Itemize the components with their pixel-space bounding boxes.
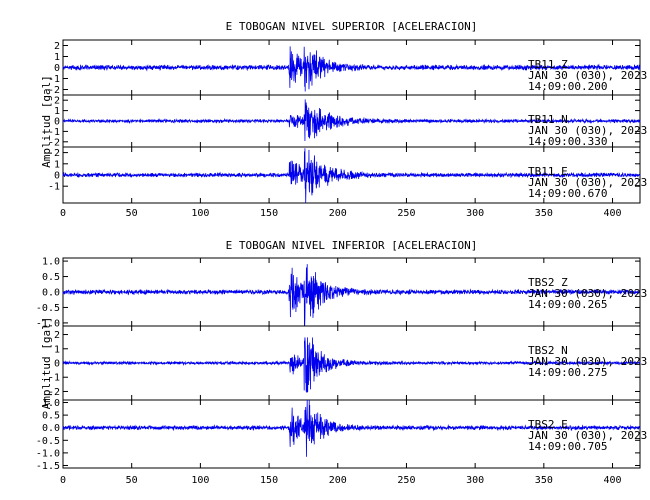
- y-tick-label: 1: [54, 106, 60, 117]
- waveform-line: [62, 46, 641, 92]
- x-tick-label: 50: [126, 208, 138, 219]
- x-tick-label: 200: [329, 208, 347, 219]
- y-tick-label: -0.5: [36, 303, 60, 314]
- y-tick-label: 0.0: [42, 423, 60, 434]
- waveform-line: [62, 148, 641, 204]
- trace-label: JAN 30 (030), 2023: [528, 69, 647, 82]
- trace-frame: [62, 399, 641, 469]
- panel-title: E TOBOGAN NIVEL SUPERIOR [ACELERACION]: [226, 20, 478, 33]
- y-axis-label: Amplitud [gal]: [40, 317, 53, 410]
- waveform-line: [62, 399, 641, 457]
- y-tick-label: 1.0: [42, 257, 60, 268]
- y-tick-label: 0: [54, 171, 60, 182]
- y-tick-label: 1: [54, 52, 60, 63]
- trace-label: 14:09:00.265: [528, 298, 607, 311]
- y-tick-label: -2: [48, 85, 60, 96]
- trace-label: 14:09:00.330: [528, 135, 607, 148]
- x-tick-label: 300: [466, 475, 484, 486]
- x-tick-label: 350: [535, 208, 553, 219]
- y-tick-label: 1: [54, 159, 60, 170]
- y-tick-label: 0: [54, 359, 60, 370]
- trace-label: JAN 30 (030), 2023: [528, 124, 647, 137]
- x-tick-label: 200: [329, 475, 347, 486]
- x-tick-label: 0: [60, 475, 66, 486]
- y-tick-label: 2: [54, 41, 60, 52]
- x-tick-label: 250: [397, 208, 415, 219]
- trace-label: 14:09:00.670: [528, 187, 607, 200]
- y-tick-label: -1.0: [36, 318, 60, 329]
- trace-label: TB11 N: [528, 113, 568, 126]
- trace-label: TBS2 N: [528, 344, 568, 357]
- panel-1: E TOBOGAN NIVEL SUPERIOR [ACELERACION] Am…: [40, 20, 647, 219]
- y-tick-label: -1: [48, 127, 60, 138]
- y-tick-label: -1: [48, 182, 60, 193]
- trace-label: TB11 E: [528, 165, 568, 178]
- trace-label: JAN 30 (030), 2023: [528, 287, 647, 300]
- trace-label: JAN 30 (030), 2023: [528, 429, 647, 442]
- y-tick-label: 0.5: [42, 272, 60, 283]
- panel-2: E TOBOGAN NIVEL INFERIOR [ACELERACION] Am…: [36, 239, 647, 486]
- panel-title: E TOBOGAN NIVEL INFERIOR [ACELERACION]: [226, 239, 478, 252]
- waveform-line: [62, 99, 641, 142]
- trace-label: 14:09:00.200: [528, 80, 607, 93]
- x-tick-label: 400: [603, 475, 621, 486]
- waveform-line: [62, 264, 641, 327]
- trace-label: 14:09:00.705: [528, 440, 607, 453]
- y-tick-label: 0.0: [42, 288, 60, 299]
- x-tick-label: 150: [260, 208, 278, 219]
- y-tick-label: 0: [54, 117, 60, 128]
- x-tick-label: 100: [191, 475, 209, 486]
- trace-label: TB11 Z: [528, 58, 568, 71]
- trace-label: JAN 30 (030), 2023: [528, 176, 647, 189]
- x-tick-label: 100: [191, 208, 209, 219]
- x-tick-label: 300: [466, 208, 484, 219]
- x-tick-label: 150: [260, 475, 278, 486]
- y-tick-label: -1: [48, 373, 60, 384]
- y-tick-label: 2: [54, 96, 60, 107]
- y-tick-label: -1.5: [36, 461, 60, 472]
- trace-label: TBS2 Z: [528, 276, 568, 289]
- y-axis-label: Amplitud [gal]: [40, 75, 53, 168]
- y-tick-label: 2: [54, 330, 60, 341]
- x-tick-label: 0: [60, 208, 66, 219]
- x-tick-label: 250: [397, 475, 415, 486]
- y-tick-label: -1: [48, 74, 60, 85]
- trace-label: TBS2 E: [528, 418, 568, 431]
- y-tick-label: 0.5: [42, 411, 60, 422]
- y-tick-label: -2: [48, 137, 60, 148]
- x-tick-label: 400: [603, 208, 621, 219]
- y-tick-label: -2: [48, 387, 60, 398]
- y-tick-label: -0.5: [36, 436, 60, 447]
- trace-label: 14:09:00.275: [528, 366, 607, 379]
- y-tick-label: -1.0: [36, 448, 60, 459]
- waveform-line: [62, 337, 641, 393]
- x-tick-label: 50: [126, 475, 138, 486]
- y-tick-label: 1.0: [42, 398, 60, 409]
- y-tick-label: 1: [54, 344, 60, 355]
- y-tick-label: 2: [54, 148, 60, 159]
- y-tick-label: 0: [54, 63, 60, 74]
- x-tick-label: 350: [535, 475, 553, 486]
- trace-label: JAN 30 (030), 2023: [528, 355, 647, 368]
